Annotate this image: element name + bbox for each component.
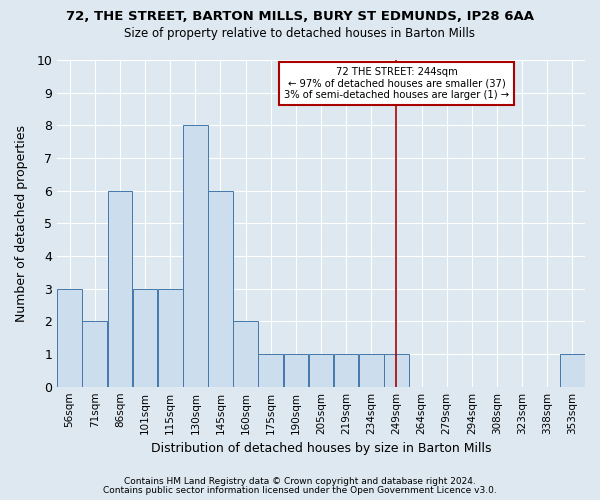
- Y-axis label: Number of detached properties: Number of detached properties: [15, 125, 28, 322]
- Bar: [58, 288, 82, 386]
- Bar: [233, 322, 258, 386]
- Text: 72, THE STREET, BARTON MILLS, BURY ST EDMUNDS, IP28 6AA: 72, THE STREET, BARTON MILLS, BURY ST ED…: [66, 10, 534, 23]
- Text: Size of property relative to detached houses in Barton Mills: Size of property relative to detached ho…: [125, 28, 476, 40]
- Text: Contains HM Land Registry data © Crown copyright and database right 2024.: Contains HM Land Registry data © Crown c…: [124, 477, 476, 486]
- Bar: [259, 354, 283, 386]
- X-axis label: Distribution of detached houses by size in Barton Mills: Distribution of detached houses by size …: [151, 442, 491, 455]
- Text: 72 THE STREET: 244sqm
← 97% of detached houses are smaller (37)
3% of semi-detac: 72 THE STREET: 244sqm ← 97% of detached …: [284, 66, 509, 100]
- Bar: [107, 190, 132, 386]
- Bar: [334, 354, 358, 386]
- Bar: [183, 126, 208, 386]
- Bar: [208, 190, 233, 386]
- Bar: [384, 354, 409, 386]
- Bar: [82, 322, 107, 386]
- Bar: [158, 288, 182, 386]
- Bar: [309, 354, 334, 386]
- Bar: [560, 354, 585, 386]
- Bar: [359, 354, 383, 386]
- Text: Contains public sector information licensed under the Open Government Licence v3: Contains public sector information licen…: [103, 486, 497, 495]
- Bar: [133, 288, 157, 386]
- Bar: [284, 354, 308, 386]
